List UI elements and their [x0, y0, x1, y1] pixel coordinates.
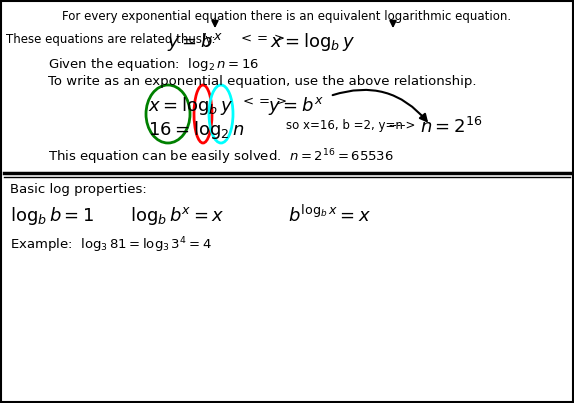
Text: $n = 2^{16}$: $n = 2^{16}$: [420, 117, 482, 137]
Text: $x = \log_b y$: $x = \log_b y$: [270, 31, 355, 53]
Text: Given the equation:  $\log_2 n = 16$: Given the equation: $\log_2 n = 16$: [48, 56, 259, 73]
Text: $y = b^x$: $y = b^x$: [268, 95, 324, 117]
Text: To write as an exponential equation, use the above relationship.: To write as an exponential equation, use…: [48, 75, 476, 88]
Text: For every exponential equation there is an equivalent logarithmic equation.: For every exponential equation there is …: [63, 10, 511, 23]
Text: $y = b^x$: $y = b^x$: [167, 31, 223, 53]
Text: Basic log properties:: Basic log properties:: [10, 183, 147, 196]
Text: $\log_b b^x = x$: $\log_b b^x = x$: [130, 205, 224, 227]
Text: $b^{\log_b x} = x$: $b^{\log_b x} = x$: [288, 205, 371, 226]
Text: These equations are related thusly:: These equations are related thusly:: [6, 33, 215, 46]
Text: $\log_b b = 1$: $\log_b b = 1$: [10, 205, 94, 227]
Text: This equation can be easily solved.  $n = 2^{16} = 65536$: This equation can be easily solved. $n =…: [48, 147, 394, 166]
Text: $16 = \log_2 n$: $16 = \log_2 n$: [148, 119, 245, 141]
Text: ---->: ---->: [388, 119, 416, 132]
Text: $<=>$: $<=>$: [240, 95, 287, 108]
Text: Example:  $\log_3 81 = \log_3 3^4 = 4$: Example: $\log_3 81 = \log_3 3^4 = 4$: [10, 235, 212, 255]
Text: so x=16, b =2, y=n: so x=16, b =2, y=n: [286, 119, 403, 132]
Text: $x = \log_b y$: $x = \log_b y$: [148, 95, 233, 117]
Text: $<=>$: $<=>$: [238, 32, 285, 45]
